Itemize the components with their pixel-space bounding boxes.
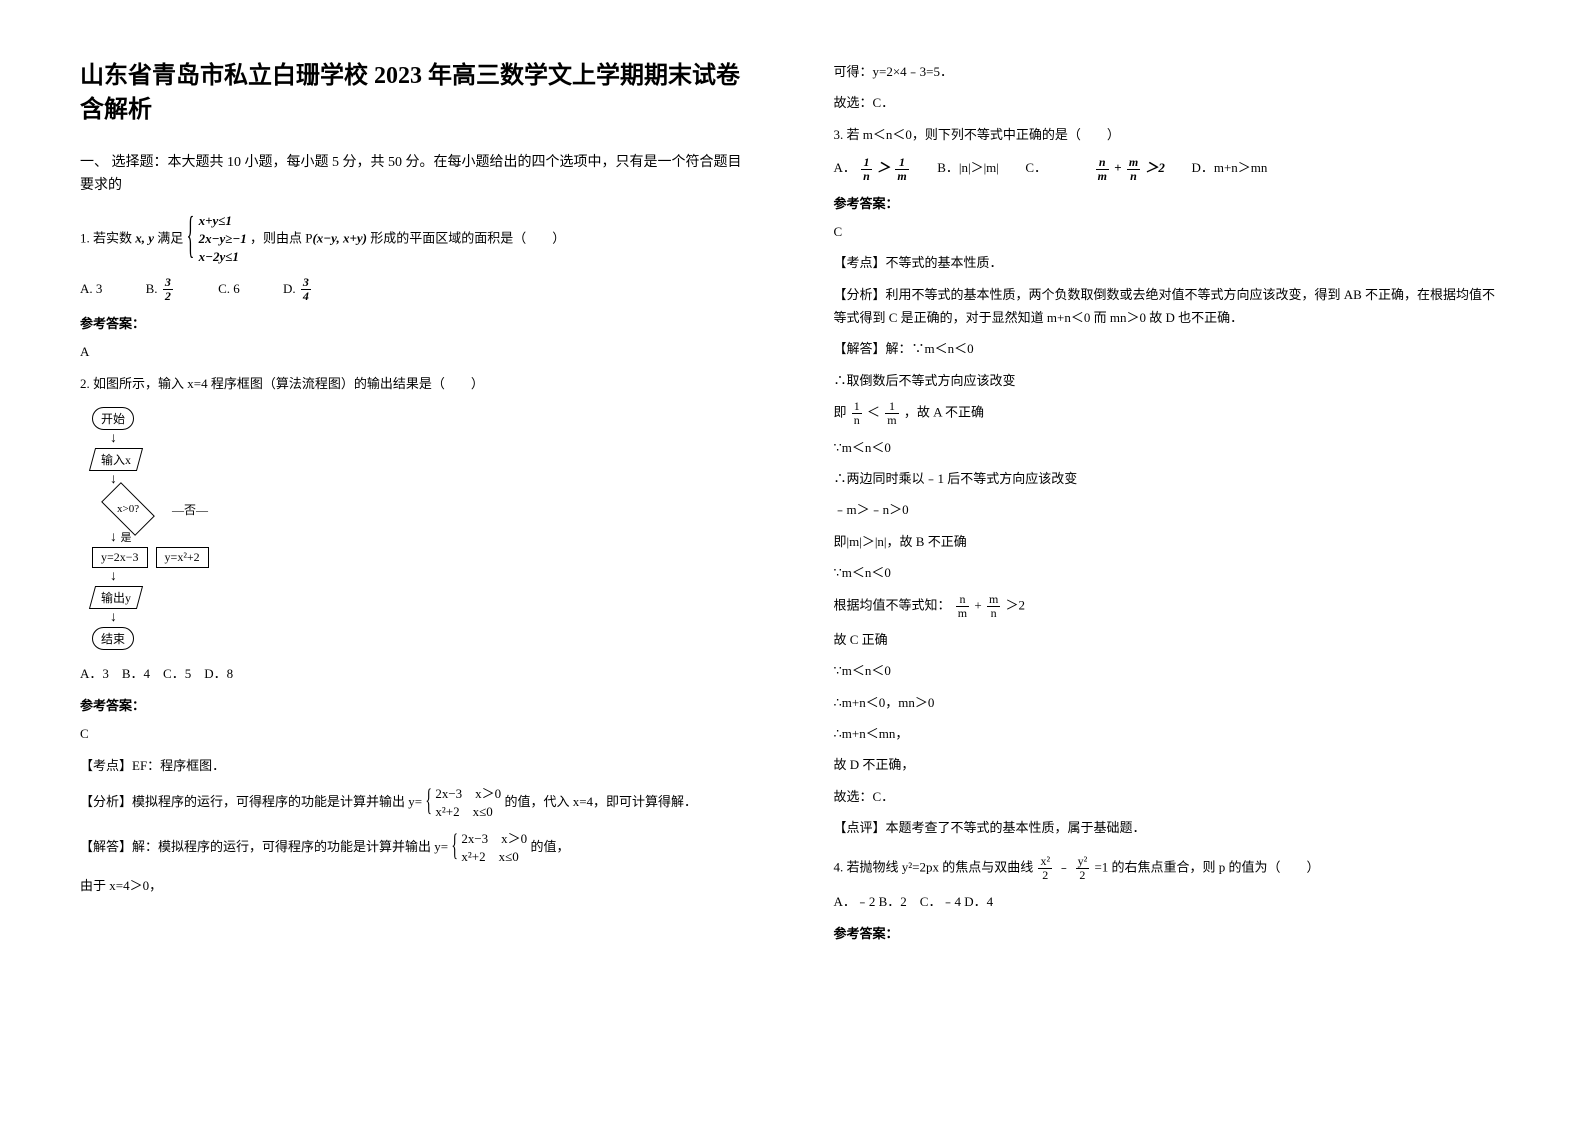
q2-kaodian: 【考点】EF：程序框图．	[80, 754, 754, 777]
q3-s14: 故选：C．	[834, 785, 1508, 808]
question-1: 1. 若实数 x, y 满足 x+y≤1 2x−y≥−1 x−2y≤1 ，则由点…	[80, 212, 754, 267]
q2-jieda: 【解答】解：模拟程序的运行，可得程序的功能是计算并输出 y= 2x−3 x＞0 …	[80, 830, 754, 866]
q3-s5: ﹣m＞﹣n＞0	[834, 498, 1508, 521]
q2-fenxi: 【分析】模拟程序的运行，可得程序的功能是计算并输出 y= 2x−3 x＞0 x²…	[80, 785, 754, 821]
q3-s11: ∴m+n＜0，mn＞0	[834, 691, 1508, 714]
q3-options: A． 1n ＞ 1m B．|n|＞|m| C． nm + mn ＞2 D．m+n…	[834, 154, 1508, 183]
q3-s7: ∵m＜n＜0	[834, 561, 1508, 584]
question-2: 2. 如图所示，输入 x=4 程序框图（算法流程图）的输出结果是（ ）	[80, 372, 754, 395]
q3-s4: ∴两边同时乘以﹣1 后不等式方向应该改变	[834, 467, 1508, 490]
question-4: 4. 若抛物线 y²=2px 的焦点与双曲线 x²2 ﹣ y²2 =1 的右焦点…	[834, 855, 1508, 882]
exam-title: 山东省青岛市私立白珊学校 2023 年高三数学文上学期期末试卷含解析	[80, 60, 754, 127]
q3-s3: ∵m＜n＜0	[834, 436, 1508, 459]
q4-options: A．﹣2 B．2 C．﹣4 D．4	[834, 890, 1508, 913]
q3-answer-label: 参考答案：	[834, 193, 1508, 212]
q3-s6: 即|m|＞|n|，故 B 不正确	[834, 530, 1508, 553]
section-1-label: 一、 选择题：本大题共 10 小题，每小题 5 分，共 50 分。在每小题给出的…	[80, 152, 754, 197]
q1-answer: A	[80, 340, 754, 363]
q3-s12: ∴m+n＜mn，	[834, 722, 1508, 745]
q2-answer: C	[80, 722, 754, 745]
q3-s8: 根据均值不等式知： nm + mn ＞2	[834, 593, 1508, 620]
q2-options: A．3 B．4 C．5 D．8	[80, 662, 754, 685]
q2-last: 由于 x=4＞0，	[80, 874, 754, 897]
q3-kaodian: 【考点】不等式的基本性质．	[834, 251, 1508, 274]
q3-fenxi: 【分析】利用不等式的基本性质，两个负数取倒数或去绝对值不等式方向应该改变，得到 …	[834, 283, 1508, 330]
q3-dianping: 【点评】本题考查了不等式的基本性质，属于基础题．	[834, 816, 1508, 839]
q3-s9: 故 C 正确	[834, 628, 1508, 651]
q3-jieda: 【解答】解：∵m＜n＜0	[834, 337, 1508, 360]
q3-s2: 即 1n ＜ 1m ，故 A 不正确	[834, 400, 1508, 427]
q3-s10: ∵m＜n＜0	[834, 659, 1508, 682]
q3-s13: 故 D 不正确，	[834, 753, 1508, 776]
q3-s1: ∴取倒数后不等式方向应该改变	[834, 369, 1508, 392]
r-l1: 可得：y=2×4﹣3=5．	[834, 60, 1508, 83]
r-l2: 故选：C．	[834, 91, 1508, 114]
q3-answer: C	[834, 220, 1508, 243]
q2-answer-label: 参考答案：	[80, 695, 754, 714]
flowchart: 开始 ↓ 输入x ↓ x>0? —否— ↓ 是 y=2x−3 y=x²+2 ↓ …	[92, 405, 754, 652]
q1-answer-label: 参考答案：	[80, 313, 754, 332]
q1-options: A. 3 B. 32 C. 6 D. 34	[80, 275, 754, 304]
question-3: 3. 若 m＜n＜0，则下列不等式中正确的是（ ）	[834, 123, 1508, 146]
q4-answer-label: 参考答案：	[834, 923, 1508, 942]
